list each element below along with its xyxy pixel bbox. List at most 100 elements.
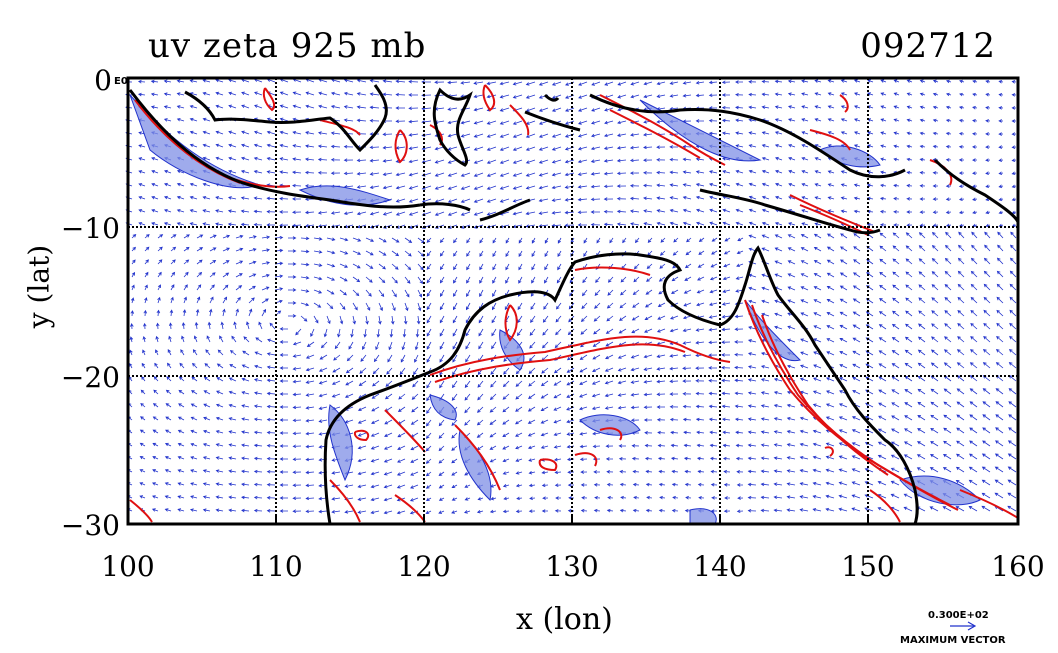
wind-vector-arrow [800,338,809,343]
wind-vector-arrow [288,236,297,240]
wind-vector-arrow [852,337,861,343]
wind-vector-arrow [369,158,380,163]
wind-vector-arrow [365,302,371,311]
wind-vector-arrow [814,183,822,187]
wind-vector-arrow [253,222,263,227]
wind-vector-arrow [397,458,406,463]
wind-vector-arrow [479,237,484,244]
wind-vector-arrow [735,456,744,461]
wind-vector-arrow [426,302,432,311]
wind-vector-arrow [499,81,510,86]
wind-vector-arrow [840,209,848,214]
wind-vector-arrow [375,341,380,351]
wind-vector-arrow [499,185,510,190]
wind-vector-arrow [305,91,315,96]
wind-vector-arrow [617,405,627,410]
wind-vector-arrow [515,406,523,412]
wind-vector-arrow [917,375,926,382]
wind-vector-arrow [253,404,263,409]
wind-vector-arrow [326,315,331,325]
wind-vector-arrow [490,496,497,501]
wind-vector-arrow [670,289,679,294]
wind-vector-arrow [826,259,835,265]
wind-vector-arrow [378,250,387,256]
wind-vector-arrow [981,492,991,499]
wind-vector-arrow [645,469,653,474]
wind-vector-arrow [190,456,198,460]
wind-vector-arrow [851,468,861,473]
wind-vector-arrow [438,510,445,514]
wind-vector-arrow [747,391,757,395]
wind-vector-arrow [229,349,237,356]
wind-vector-arrow [774,79,783,84]
wind-vector-arrow [178,376,185,382]
wind-vector-arrow [228,469,237,474]
wind-vector-arrow [787,299,796,304]
wind-vector-arrow [228,156,237,161]
wind-vector-arrow [595,276,601,283]
wind-vector-arrow [538,146,549,151]
wind-vector-arrow [332,367,341,373]
wind-vector-arrow [165,389,172,395]
wind-vector-arrow [864,442,874,447]
wind-vector-arrow [164,209,172,213]
wind-vector-arrow [371,406,380,412]
wind-vector-arrow [410,458,419,463]
wind-vector-arrow [851,507,861,512]
wind-vector-arrow [826,299,835,304]
wind-vector-arrow [163,79,172,84]
wind-vector-arrow [222,234,231,239]
date-code: 092712 [860,26,996,66]
wind-vector-arrow [333,354,341,361]
wind-vector-arrow [969,388,978,395]
wind-vector-arrow [157,234,164,239]
wind-vector-arrow [864,494,874,499]
wind-vector-arrow [330,131,341,136]
wind-vector-arrow [489,406,497,413]
wind-vector-arrow [529,496,536,501]
wind-vector-arrow [473,146,484,151]
wind-vector-arrow [426,406,432,414]
wind-vector-arrow [656,158,666,162]
wind-vector-arrow [402,328,407,338]
wind-vector-arrow [591,81,601,86]
wind-vector-arrow [972,79,978,84]
wind-vector-arrow [434,185,445,190]
wind-vector-arrow [590,222,601,227]
wind-vector-arrow [202,196,211,200]
wind-vector-arrow [579,380,588,385]
wind-vector-arrow [826,325,835,330]
wind-vector-arrow [553,457,562,462]
wind-vector-arrow [801,170,809,174]
wind-vector-arrow [644,456,653,461]
wind-vector-arrow [279,170,289,174]
wind-vector-arrow [439,263,445,271]
wind-vector-arrow [605,457,614,461]
wind-vector-arrow [734,378,744,383]
wind-vector-arrow [395,211,406,216]
wind-vector-arrow [426,250,432,257]
wind-vector-arrow [853,144,861,148]
wind-vector-arrow [748,286,757,291]
wind-vector-arrow [945,131,952,136]
wind-vector-arrow [997,244,1004,252]
wind-vector-arrow [382,172,393,176]
wind-vector-arrow [279,353,288,357]
wind-vector-arrow [527,406,536,412]
wind-vector-arrow [152,403,159,408]
wind-vector-arrow [417,250,425,257]
wind-vector-arrow [643,132,653,137]
wind-vector-arrow [408,185,419,190]
wind-vector-arrow [515,471,523,475]
wind-vector-arrow [151,183,159,187]
wind-vector-arrow [530,315,536,323]
wind-vector-arrow [1009,283,1017,291]
wind-vector-arrow [235,285,243,291]
wind-vector-arrow [669,315,679,320]
wind-vector-arrow [929,467,939,473]
wind-vector-arrow [722,430,731,435]
wind-vector-arrow [473,224,484,229]
wind-vector-arrow [682,417,692,422]
wind-vector-arrow [827,170,835,174]
wind-vector-arrow [996,335,1004,343]
